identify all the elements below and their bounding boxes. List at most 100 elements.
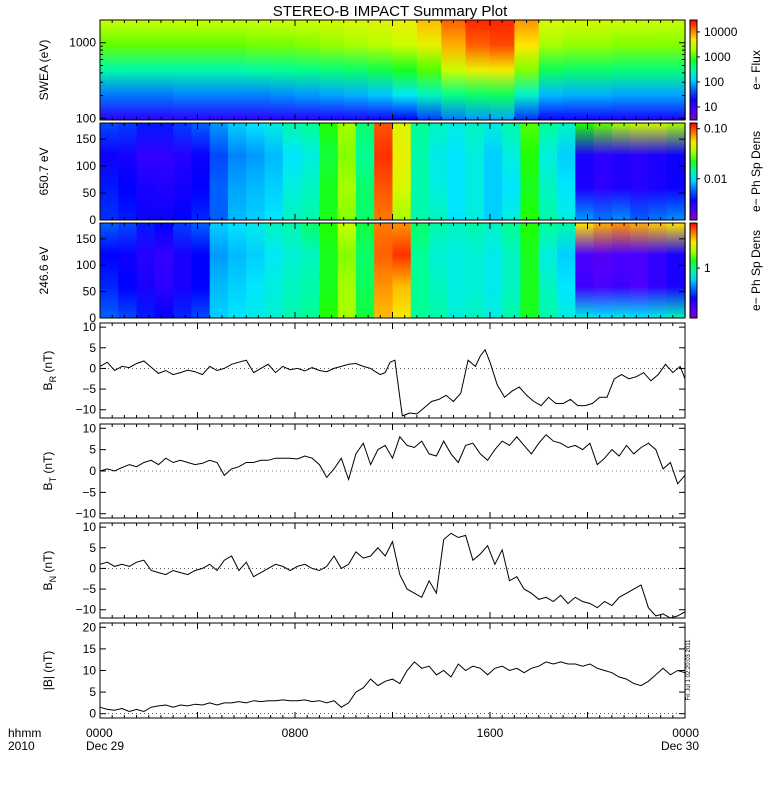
heatmap-cell (465, 223, 485, 318)
y-tick-label: 5 (89, 341, 96, 355)
heatmap-cell (465, 123, 485, 220)
y-tick-label: −10 (76, 603, 97, 617)
heatmap-cell (319, 223, 339, 318)
heatmap-cell (630, 223, 650, 318)
y-tick-label: 50 (83, 285, 97, 299)
heatmap-cell (282, 223, 302, 318)
heatmap-cell (374, 123, 394, 220)
y-tick-label: 0 (89, 707, 96, 721)
heatmap-cell (563, 20, 589, 120)
y-tick-label: 5 (89, 685, 96, 699)
panel-pad650: 0.01 0.10 e− Ph Sp Dens 0 50 100 150 650.7 eV (37, 122, 763, 227)
heatmap-cell (447, 123, 467, 220)
panel-bt: −10 −5 0 5 10 BT (nT) (41, 421, 686, 521)
heatmap-cell (100, 20, 126, 120)
colorbar-label: e− Ph Sp Dens (749, 131, 763, 212)
heatmap-cell (611, 223, 631, 318)
panel-bn: −10 −5 0 5 10 BN (nT) (41, 520, 686, 619)
heatmap-cell (611, 123, 631, 220)
heatmap-cell (100, 223, 120, 318)
y-tick-label: 10 (83, 320, 97, 334)
y-axis-label-main: B (41, 582, 55, 590)
panel-frame (99, 522, 686, 619)
heatmap-cell (301, 123, 321, 220)
y-tick-label: 100 (76, 111, 96, 125)
heatmap-cell (514, 20, 540, 120)
y-axis-label-main: 246.6 eV (37, 246, 51, 294)
panel-br: −10 −5 0 5 10 BR (nT) (41, 320, 686, 419)
panel-frame (99, 622, 686, 719)
y-tick-label: 50 (83, 186, 97, 200)
heatmap-cell (209, 123, 229, 220)
heatmap-cell (587, 20, 613, 120)
heatmap-cell (118, 123, 138, 220)
colorbar-tick-label: 10000 (704, 25, 738, 39)
heatmap-cell (441, 20, 467, 120)
y-axis-label-sub: T (48, 476, 58, 482)
heatmap-cell (374, 223, 394, 318)
y-axis-label-pad650: 650.7 eV (37, 147, 51, 195)
y-tick-label: 100 (76, 159, 96, 173)
colorbar-swea (689, 19, 698, 121)
y-tick-label: 15 (83, 642, 97, 656)
y-axis-label-bt: BT (nT) (41, 452, 58, 491)
colorbar-tick-label: 0.01 (704, 172, 728, 186)
y-axis-label-sub: N (48, 576, 58, 583)
heatmap-cell (429, 123, 449, 220)
heatmap-cell (301, 223, 321, 318)
panel-swea: 10 100 1000 10000 e− Flux 100 1000 SWEA (eV) (37, 19, 763, 125)
heatmap-cell (319, 20, 345, 120)
heatmap-cell (246, 20, 272, 120)
heatmap-cell (148, 20, 174, 120)
heatmap-cell (337, 223, 357, 318)
heatmap-cell (666, 223, 686, 318)
y-tick-label: −5 (82, 485, 96, 499)
heatmap-cell (416, 20, 443, 120)
y-axis-label-br: BR (nT) (41, 351, 58, 391)
heatmap-cell (221, 20, 248, 120)
series-line-bt (99, 433, 686, 485)
time-tick-label: 1600 (477, 726, 504, 740)
heatmap-cell (557, 223, 577, 318)
heatmap-cell (295, 20, 321, 120)
y-tick-label: 5 (89, 443, 96, 457)
heatmap-cell (197, 20, 223, 120)
heatmap-cell (191, 123, 211, 220)
y-tick-label: 10 (83, 421, 97, 435)
y-tick-label: 100 (76, 258, 96, 272)
y-axis-label-pad246: 246.6 eV (37, 246, 51, 294)
colorbar-tick-label: 10 (704, 100, 718, 114)
heatmap-cell (100, 123, 120, 220)
heatmap-cell (447, 223, 467, 318)
heatmap-cell (611, 20, 638, 120)
colorbar-tick-label: 1 (704, 261, 711, 275)
heatmap-cell (502, 223, 522, 318)
y-axis-label-bn: BN (nT) (41, 551, 58, 591)
y-tick-label: 1000 (69, 36, 96, 50)
time-tick-label: 0800 (282, 726, 309, 740)
heatmap-cell (538, 123, 558, 220)
colorbar-tick-label: 0.10 (704, 122, 728, 136)
heatmap-cell (343, 20, 369, 120)
heatmap-cell (191, 223, 211, 318)
series-line-bn (99, 532, 686, 619)
y-axis-label-swea: SWEA (eV) (37, 40, 51, 101)
heatmap-cell (173, 123, 193, 220)
heatmap-cell (246, 223, 266, 318)
heatmap-cell (270, 20, 296, 120)
heatmap-cell (355, 123, 376, 220)
heatmap-cell (368, 20, 394, 120)
heatmap-cell (227, 223, 248, 318)
y-tick-label: −5 (82, 582, 96, 596)
heatmap-cell (392, 223, 412, 318)
heatmap-cell (227, 123, 248, 220)
y-axis-label-unit: (nT) (41, 351, 55, 376)
heatmap-cell (124, 20, 150, 120)
y-tick-label: −5 (82, 382, 96, 396)
y-axis-label-main: B (41, 382, 55, 390)
heatmap-cell (246, 123, 266, 220)
heatmap-cell (502, 123, 522, 220)
series-line-bmag (99, 661, 686, 713)
